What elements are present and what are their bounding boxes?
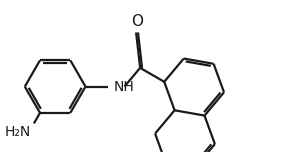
Text: H₂N: H₂N: [4, 125, 30, 139]
Text: O: O: [131, 14, 143, 29]
Text: NH: NH: [113, 80, 134, 94]
